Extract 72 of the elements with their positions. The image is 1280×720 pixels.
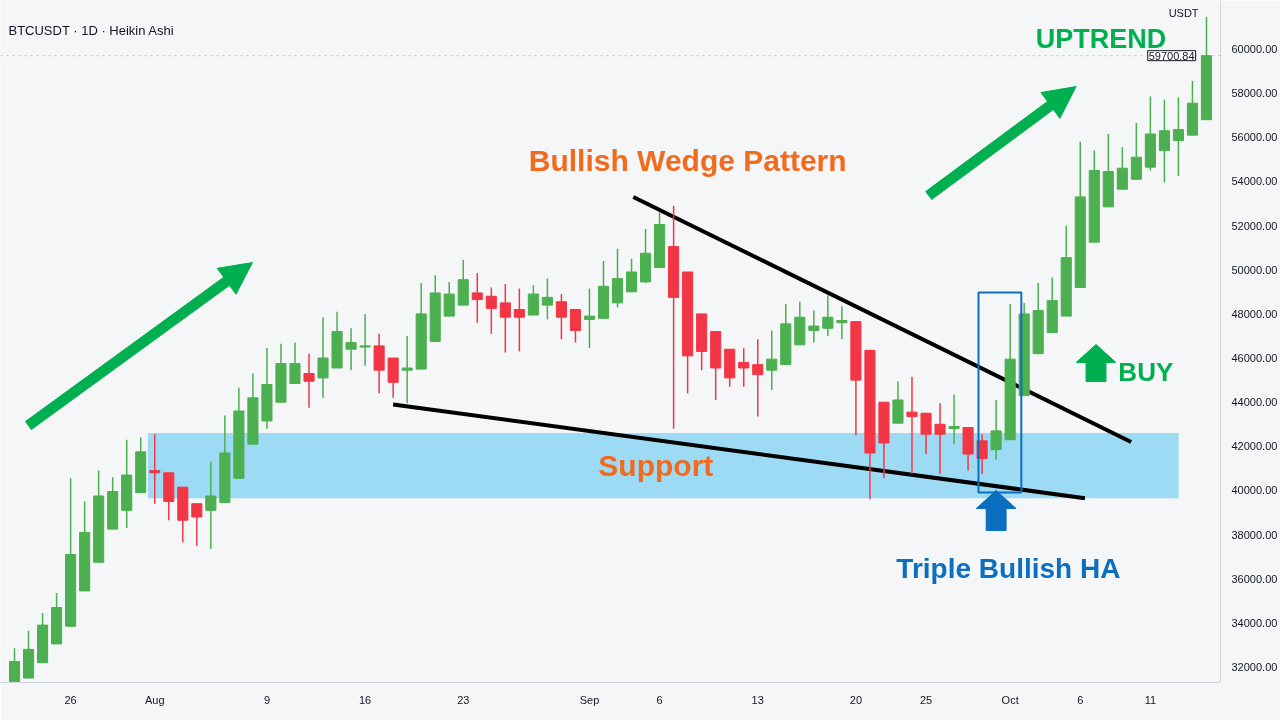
candlestick (892, 380, 904, 424)
x-tick-label: 6 (656, 693, 663, 706)
candlestick (555, 293, 567, 341)
candlestick (205, 461, 217, 550)
y-tick-label: 56000.00 (1231, 131, 1278, 144)
x-tick-label: 23 (457, 693, 470, 706)
candlestick (289, 341, 301, 385)
annotation: Triple Bullish HA (896, 553, 1121, 584)
y-tick-label: 42000.00 (1231, 440, 1278, 453)
band-label: Support (598, 449, 714, 483)
x-tick-label: 20 (849, 693, 863, 706)
candlestick (8, 647, 21, 683)
candlestick (625, 257, 638, 293)
y-axis-title: USDT (1168, 6, 1199, 19)
candlestick (808, 309, 820, 344)
y-tick-label: 46000.00 (1231, 352, 1278, 365)
y-tick-label: 34000.00 (1231, 616, 1278, 629)
y-tick-label: 40000.00 (1231, 484, 1278, 497)
candlestick (317, 316, 329, 399)
y-tick-label: 54000.00 (1231, 175, 1278, 188)
y-tick-label: 58000.00 (1231, 87, 1278, 100)
candlestick (1172, 96, 1184, 177)
candlestick (934, 402, 946, 475)
candlestick (738, 347, 750, 388)
candlestick (583, 287, 596, 349)
candlestick (513, 287, 525, 353)
x-tick-label: Aug (144, 693, 165, 706)
x-tick-label: 16 (358, 693, 372, 706)
text: BTCUSDT · 1D · Heikin Ashi (8, 23, 174, 38)
x-tick-label: Sep (579, 693, 600, 706)
candlestick (990, 399, 1002, 461)
ref-line-label: 59700.84 (1148, 49, 1195, 62)
candlestick (541, 277, 553, 321)
x-tick-label: 11 (1144, 693, 1157, 706)
candlestick (1116, 146, 1128, 190)
candlestick (822, 294, 834, 337)
y-tick-label: 36000.00 (1231, 572, 1278, 585)
candlestick (485, 286, 497, 335)
annotation: Bullish Wedge Pattern (528, 144, 847, 177)
candlestick (906, 376, 918, 475)
y-tick-label: 60000.00 (1231, 43, 1278, 56)
y-tick-label: 52000.00 (1231, 219, 1278, 232)
candlestick (443, 281, 455, 317)
candlestick (345, 327, 357, 371)
candlestick (766, 329, 778, 391)
x-tick-label: 25 (919, 693, 933, 706)
candlestick (303, 352, 315, 409)
candlestick (948, 393, 960, 445)
x-tick-label: Oct (1001, 693, 1019, 706)
candlestick (149, 433, 161, 505)
candlestick (499, 283, 511, 354)
candlestick (1130, 122, 1142, 181)
candlestick (359, 313, 371, 367)
y-tick-label: 38000.00 (1231, 528, 1278, 541)
candlestick (836, 305, 848, 341)
candlestick (191, 502, 203, 547)
y-tick-label: 32000.00 (1231, 661, 1278, 674)
candlestick (1158, 99, 1170, 184)
candlestick (527, 284, 539, 316)
annotation: BUY (1118, 356, 1174, 387)
candlestick (569, 308, 581, 344)
y-tick-label: 50000.00 (1231, 263, 1278, 276)
candlestick (920, 412, 932, 455)
x-tick-label: 9 (263, 693, 270, 706)
y-tick-label: 44000.00 (1231, 396, 1278, 409)
y-tick-label: 48000.00 (1231, 307, 1278, 320)
candlestick (401, 335, 413, 405)
candlestick (752, 338, 764, 418)
x-tick-label: 6 (1077, 693, 1084, 706)
x-tick-label: 26 (64, 693, 77, 706)
x-tick-label: 13 (751, 693, 764, 706)
candlestick (471, 272, 483, 324)
